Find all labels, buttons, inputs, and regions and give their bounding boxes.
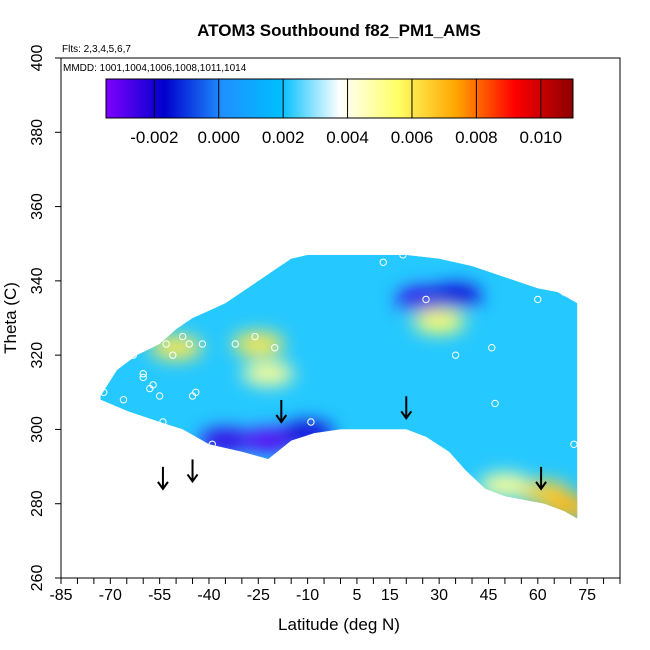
- sample-point: [178, 332, 187, 341]
- x-tick-label: 45: [480, 587, 498, 604]
- x-tick-label: -70: [99, 587, 122, 604]
- sample-points: [100, 251, 578, 448]
- colorbar: -0.002 0.000 0.002 0.004 0.006 0.008 0.010: [105, 78, 574, 147]
- field-patch: [150, 335, 203, 360]
- x-tick-label: 75: [578, 587, 596, 604]
- field-patch: [429, 283, 482, 308]
- sample-point: [198, 340, 207, 348]
- colorbar-tick-label: 0.004: [326, 128, 369, 147]
- x-tick-label: 15: [381, 587, 399, 604]
- sample-point: [119, 396, 128, 404]
- sample-point: [129, 351, 138, 359]
- colorbar-tick-label: -0.002: [130, 128, 178, 147]
- field-patch: [242, 428, 295, 453]
- x-tick-label: -40: [197, 587, 220, 604]
- y-tick-label: 340: [29, 267, 46, 294]
- y-tick-label: 360: [29, 193, 46, 220]
- sample-point: [159, 418, 167, 426]
- colorbar-tick-label: 0.008: [455, 128, 498, 147]
- sample-point: [139, 370, 147, 378]
- x-tick-label: -85: [49, 587, 72, 604]
- sample-point: [185, 340, 193, 348]
- marker-arrow: [400, 396, 413, 421]
- x-tick-label: -10: [296, 587, 319, 604]
- field-patch: [478, 473, 531, 498]
- sample-point: [139, 373, 147, 382]
- colorbar-tick-label: 0.000: [197, 128, 240, 147]
- sample-point: [162, 340, 170, 348]
- marker-arrow: [535, 466, 547, 491]
- y-tick-label: 280: [29, 490, 46, 517]
- field-patch: [413, 309, 466, 334]
- sample-point: [488, 344, 496, 352]
- sample-point: [208, 440, 216, 448]
- sample-point: [307, 418, 315, 426]
- colorbar-tick-label: 0.006: [391, 128, 434, 147]
- dates-note: MMDD: 1001,1004,1006,1008,1011,1014: [63, 63, 247, 74]
- field-patch: [242, 361, 295, 386]
- sample-point: [149, 381, 157, 389]
- colorbar-bar: [105, 78, 574, 119]
- sample-point: [560, 288, 568, 296]
- marker-arrow: [186, 459, 199, 484]
- sample-point: [155, 392, 164, 400]
- marker-arrow: [275, 400, 288, 424]
- sample-point: [231, 340, 239, 348]
- sample-point: [379, 258, 387, 266]
- colorbar-tick-label: 0.002: [262, 128, 305, 147]
- colorbar-tick-label: 0.010: [520, 128, 563, 147]
- sample-point: [491, 399, 499, 408]
- x-tick-label: 5: [352, 587, 361, 604]
- sample-point: [251, 332, 259, 341]
- marker-arrow: [157, 466, 169, 491]
- x-tick-label: -25: [247, 587, 270, 604]
- y-axis: 260 280 300 320 340 360 380 400: [29, 45, 61, 592]
- chart-title: ATOM3 Southbound f82_PM1_AMS: [197, 21, 481, 40]
- heatmap-field: [100, 254, 578, 519]
- sample-point: [136, 340, 144, 348]
- y-tick-label: 400: [29, 45, 46, 72]
- y-tick-label: 260: [29, 565, 46, 592]
- sample-point: [534, 295, 542, 304]
- field-patch: [281, 421, 334, 446]
- x-tick-label: 30: [430, 587, 448, 604]
- y-tick-label: 300: [29, 416, 46, 443]
- field-patch: [544, 495, 578, 519]
- marker-arrows: [157, 396, 547, 491]
- sample-point: [169, 351, 177, 359]
- sample-point: [271, 344, 279, 352]
- x-axis: -85 -70 -55 -40 -25 -10 5 15 30 45 60 75: [49, 578, 621, 604]
- y-tick-label: 320: [29, 342, 46, 369]
- sample-point: [451, 351, 460, 359]
- flights-note: Flts: 2,3,4,5,6,7: [62, 44, 131, 55]
- x-tick-label: 60: [529, 587, 547, 604]
- x-tick-label: -55: [148, 587, 171, 604]
- field-patch: [232, 332, 285, 356]
- sample-point: [100, 388, 108, 396]
- sample-point: [422, 295, 430, 304]
- y-tick-label: 380: [29, 119, 46, 146]
- x-axis-label: Latitude (deg N): [278, 615, 400, 634]
- sample-point: [399, 251, 407, 259]
- sample-point: [192, 388, 200, 396]
- sample-point: [570, 440, 578, 448]
- y-axis-label: Theta (C): [1, 282, 20, 354]
